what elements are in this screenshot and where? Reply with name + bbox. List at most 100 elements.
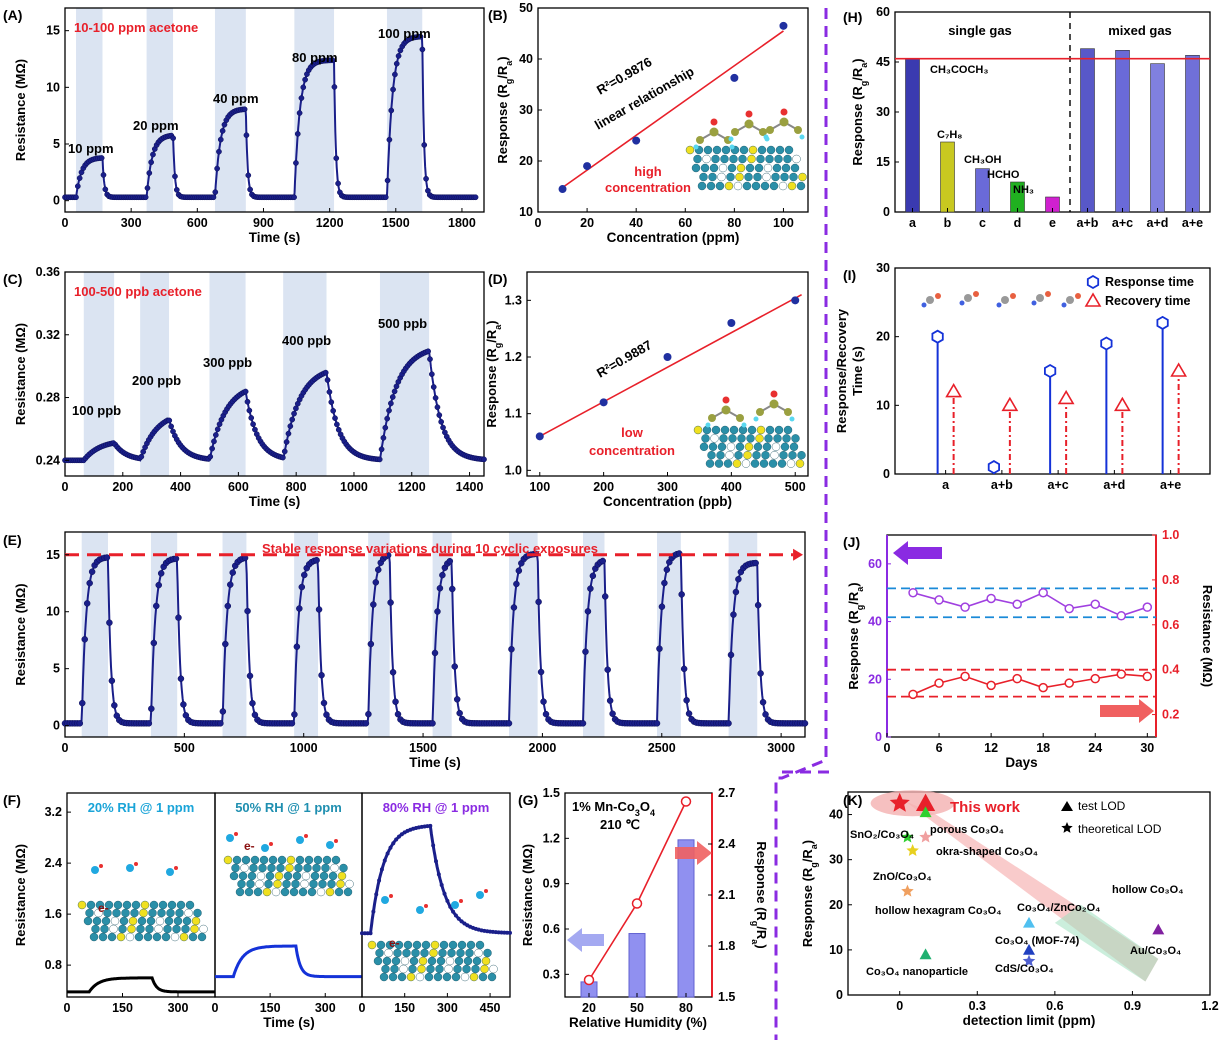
water-molecule-icon <box>459 899 463 903</box>
x-axis-label: Time (s) <box>409 755 461 770</box>
x-tick-label: a+c <box>1112 216 1133 230</box>
subplot-title: 80% RH @ 1 ppm <box>383 800 490 815</box>
lattice-atom <box>471 964 480 974</box>
atom <box>763 134 769 140</box>
lattice-atom <box>790 163 800 173</box>
water-molecule-icon <box>126 864 134 872</box>
lattice-atom <box>701 434 710 443</box>
data-point <box>510 604 518 611</box>
lattice-atom <box>273 879 282 889</box>
data-point <box>291 711 298 718</box>
data-point <box>386 407 392 414</box>
lattice-atom <box>475 940 485 950</box>
y-axis-label: Response (Rg/Ra) <box>846 582 865 689</box>
data-point <box>680 665 688 673</box>
data-point <box>558 185 567 194</box>
lattice-atom <box>175 908 184 918</box>
water-molecule-icon <box>226 834 234 842</box>
lattice-atom <box>268 855 278 865</box>
data-point <box>439 883 444 888</box>
lattice-atom <box>172 924 181 934</box>
lattice-atom <box>83 916 93 926</box>
data-point <box>138 453 145 460</box>
x-tick-label: 0 <box>62 480 69 494</box>
lattice-atom <box>77 900 87 910</box>
response-point <box>1038 587 1048 598</box>
lattice-atom <box>711 425 721 435</box>
data-point <box>335 180 341 187</box>
data-point <box>453 913 458 918</box>
x-tick-label: 300 <box>657 480 678 494</box>
lattice-atom <box>483 948 492 958</box>
data-point <box>103 554 111 561</box>
panel-label: (K) <box>843 792 862 808</box>
data-point <box>583 162 592 171</box>
x-tick-label: 0 <box>535 216 542 230</box>
data-point <box>599 398 608 407</box>
data-point <box>108 677 116 685</box>
data-point <box>243 132 250 139</box>
lattice-atom <box>732 459 742 468</box>
response-point <box>1090 599 1101 610</box>
y2-tick-label: 1.8 <box>718 939 735 953</box>
lattice-atom <box>769 181 779 191</box>
data-point <box>725 720 732 727</box>
lattice-atom <box>753 442 763 451</box>
lattice-atom <box>158 900 168 910</box>
lattice-atom <box>163 924 172 934</box>
y-tick-label: 10 <box>829 943 843 957</box>
response-point <box>631 898 643 909</box>
data-point <box>168 423 174 430</box>
data-point <box>579 720 587 727</box>
water-molecule-icon <box>304 834 308 838</box>
resistance-point <box>1012 673 1022 684</box>
data-point <box>148 159 154 166</box>
lattice-atom <box>708 172 717 182</box>
lattice-atom <box>411 948 420 958</box>
lattice-atom <box>85 908 94 918</box>
plot-frame <box>64 7 485 213</box>
lattice-atom <box>421 940 431 950</box>
data-point <box>106 619 113 626</box>
response-point <box>1142 602 1153 612</box>
response-point <box>960 602 970 612</box>
x-tick-label: 50 <box>630 1001 644 1015</box>
lattice-atom <box>792 154 801 164</box>
y-tick-label: 30 <box>876 261 890 275</box>
legend-label: test LOD <box>1078 799 1126 813</box>
x-axis-label: Days <box>1005 755 1037 770</box>
lattice-atom <box>728 434 737 443</box>
y-tick-label: 5 <box>53 137 60 151</box>
data-point <box>589 572 597 580</box>
legend-marker <box>1061 801 1073 811</box>
y-tick-label: 0 <box>836 988 843 1002</box>
data-point <box>378 446 385 453</box>
x-tick-label: 30 <box>1140 741 1154 755</box>
data-point <box>451 663 458 670</box>
test-lod-marker <box>919 806 932 818</box>
x-tick-label: 100 <box>529 480 550 494</box>
x-tick-label: 0 <box>359 1001 366 1015</box>
data-point <box>397 834 401 839</box>
lattice-atom <box>761 451 770 460</box>
atom <box>736 414 744 422</box>
lattice-atom <box>754 163 764 173</box>
lattice-atom <box>116 932 126 942</box>
lattice-atom <box>770 451 779 460</box>
subplot-title: 20% RH @ 1 ppm <box>88 800 195 815</box>
theoretical-lod-marker <box>901 830 914 843</box>
annotation: 400 ppb <box>282 333 331 348</box>
atom <box>769 399 779 409</box>
x-tick-label: 1000 <box>290 741 318 755</box>
lattice-atom <box>762 442 772 451</box>
response-time-marker <box>931 329 944 344</box>
data-point <box>375 566 382 574</box>
data-point <box>148 705 155 712</box>
test-lod-marker <box>1023 916 1035 928</box>
water-molecule-icon <box>389 894 393 898</box>
lattice-atom <box>480 964 489 974</box>
data-point <box>211 438 217 445</box>
lattice-atom <box>382 956 392 966</box>
crystal-lattice-illustration <box>685 145 807 191</box>
data-point <box>247 186 253 193</box>
